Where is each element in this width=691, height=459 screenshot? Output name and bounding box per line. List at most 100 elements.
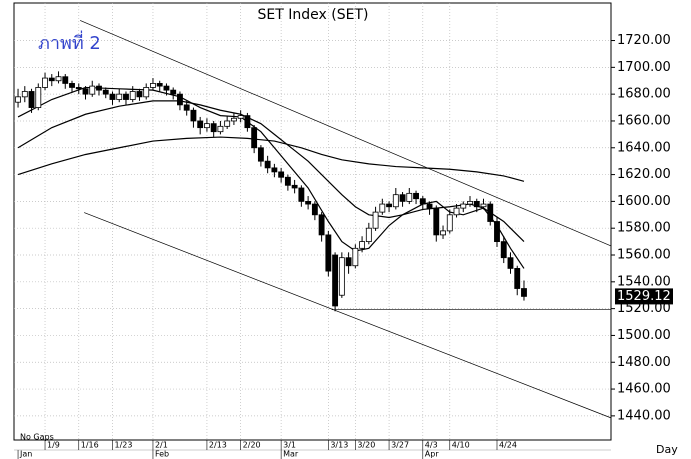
month-label: Apr	[425, 450, 440, 459]
y-tick-label: 1620.00	[617, 167, 671, 182]
candle-body	[210, 123, 217, 133]
month-label: Feb	[155, 450, 169, 459]
candle-body	[440, 230, 446, 236]
candle-body	[305, 200, 312, 205]
candle-body	[28, 91, 35, 108]
candle-body	[96, 85, 102, 91]
y-tick-label: 1460.00	[617, 382, 671, 397]
candle-body	[203, 123, 210, 129]
candle-body	[379, 203, 386, 213]
month-label: Mar	[283, 450, 299, 459]
candle-body	[372, 211, 379, 229]
x-tick-label: 3/27	[391, 441, 409, 450]
candle-body	[500, 241, 507, 259]
candle-body	[446, 214, 453, 232]
x-tick-label: 2/1	[155, 441, 168, 450]
candle-body	[237, 115, 244, 119]
candle-body	[514, 268, 521, 289]
candle-body	[197, 120, 204, 129]
candle-body	[359, 241, 366, 249]
candle-body	[75, 87, 82, 90]
candle-body	[311, 203, 318, 216]
candle-body	[42, 77, 48, 88]
candle-body	[129, 91, 136, 100]
candle-body	[89, 85, 96, 95]
candle-body	[82, 88, 89, 95]
candle-body	[365, 227, 372, 243]
x-tick-label: 4/24	[499, 441, 517, 450]
x-tick-label: 3/20	[357, 441, 375, 450]
x-tick-label: 1/23	[114, 441, 132, 450]
candle-body	[230, 117, 237, 122]
candle-body	[338, 257, 345, 296]
y-tick-label: 1540.00	[617, 274, 671, 289]
plot-frame	[13, 2, 612, 441]
annotation: ภาพที่ 2	[38, 30, 101, 54]
x-tick-label: 2/20	[243, 441, 261, 450]
x-tick-label: 4/3	[425, 441, 438, 450]
candle-body	[35, 87, 42, 108]
candle-body	[467, 200, 473, 205]
chart-title: SET Index (SET)	[258, 7, 369, 23]
x-axis-label: Day	[656, 443, 678, 456]
candle-body	[345, 257, 352, 267]
y-tick-label: 1720.00	[617, 33, 671, 48]
candle-body	[48, 77, 55, 82]
candle-body	[102, 89, 109, 95]
x-tick-label: 4/10	[452, 441, 470, 450]
candle-body	[480, 203, 487, 208]
y-tick-label: 1520.00	[617, 301, 671, 316]
x-tick-label: 1/16	[81, 441, 99, 450]
candle-body	[399, 194, 406, 202]
candle-body	[264, 160, 271, 169]
candle-body	[487, 203, 494, 222]
candle-body	[15, 96, 21, 103]
candle-body	[271, 167, 278, 173]
y-tick-label: 1500.00	[617, 328, 671, 343]
candle-body	[183, 104, 190, 111]
candle-body	[109, 93, 116, 100]
candle-body	[170, 89, 177, 95]
candle-body	[453, 207, 460, 216]
candle-body	[177, 93, 183, 106]
candle-body	[325, 234, 332, 272]
candle-body	[291, 184, 298, 189]
candle-body	[143, 87, 150, 98]
candle-body	[136, 91, 143, 98]
y-tick-label: 1640.00	[617, 140, 671, 155]
candle-body	[352, 247, 359, 267]
candle-body	[69, 83, 75, 88]
candle-body	[433, 207, 440, 236]
candle-body	[298, 187, 305, 202]
candle-body	[386, 203, 392, 208]
candle-body	[224, 120, 231, 127]
candle-body	[332, 254, 339, 307]
candle-body	[123, 93, 129, 100]
y-tick-label: 1700.00	[617, 60, 671, 75]
candle-body	[257, 147, 264, 162]
no-gaps-note: No Gaps	[20, 433, 54, 442]
moving-average	[17, 100, 525, 243]
candle-body	[521, 288, 527, 297]
y-tick-label: 1480.00	[617, 355, 671, 370]
last-price-box	[615, 288, 673, 305]
y-tick-label: 1440.00	[617, 408, 671, 423]
y-tick-label: 1580.00	[617, 221, 671, 236]
candle-body	[419, 198, 426, 205]
y-tick-label: 1660.00	[617, 113, 671, 128]
trend-line	[84, 212, 612, 419]
x-tick-label: 3/1	[283, 441, 296, 450]
candle-body	[318, 214, 325, 236]
candle-body	[494, 221, 500, 243]
y-tick-label: 1560.00	[617, 248, 671, 263]
candle-body	[150, 83, 156, 88]
candle-body	[21, 91, 28, 98]
candle-body	[406, 192, 413, 202]
last-price-label: 1529.12	[617, 289, 671, 304]
candle-body	[163, 85, 170, 91]
candle-body	[217, 125, 224, 133]
candle-body	[156, 83, 163, 87]
month-label: Jan	[19, 450, 32, 459]
